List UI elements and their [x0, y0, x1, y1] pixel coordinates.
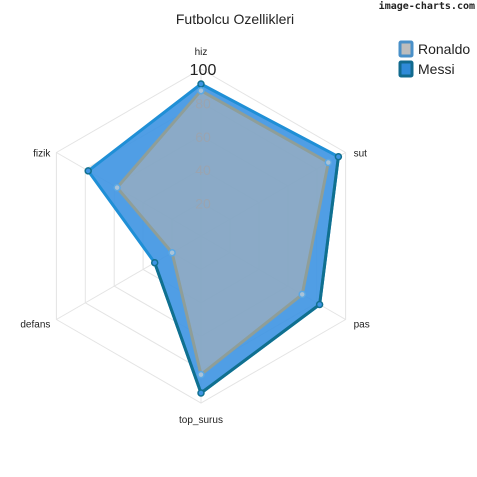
point-ronaldo-sut — [324, 158, 333, 167]
tick-label-20: 20 — [195, 196, 211, 212]
axis-label-pas: pas — [354, 320, 370, 331]
radar-series-layer — [84, 80, 343, 397]
tick-label-60: 60 — [195, 129, 211, 145]
point-ronaldo-pas — [298, 290, 306, 299]
point-messi-hiz — [197, 80, 205, 88]
axis-label-fizik: fizik — [33, 149, 51, 160]
legend-label-ronaldo: Ronaldo — [418, 41, 470, 57]
tick-label-100: 100 — [190, 62, 217, 79]
axis-label-top_surus: top_surus — [179, 415, 223, 426]
point-messi-fizik — [84, 167, 92, 175]
legend-swatch-messi — [398, 60, 414, 78]
radial-tick-labels: 20 40 60 80 100 — [190, 62, 217, 212]
series-outline-messi — [153, 156, 340, 395]
point-messi-top_surus — [197, 389, 205, 397]
point-ronaldo-defans — [168, 248, 176, 257]
tick-label-80: 80 — [195, 95, 211, 111]
point-ronaldo-hiz — [197, 86, 205, 95]
axis-label-hiz: hiz — [195, 47, 208, 58]
legend-label-messi: Messi — [418, 61, 455, 77]
axis-labels: hiz sut pas top_surus defans fizik — [20, 47, 369, 426]
chart-title: Futbolcu Ozellikleri — [176, 11, 294, 27]
point-messi-defans — [150, 258, 159, 267]
axis-label-defans: defans — [20, 320, 50, 331]
legend: Ronaldo Messi — [398, 40, 470, 78]
axis-label-sut: sut — [354, 149, 368, 160]
point-ronaldo-fizik — [113, 183, 121, 192]
point-ronaldo-top_surus — [197, 370, 205, 379]
point-messi-pas — [315, 300, 324, 309]
watermark-text: image-charts.com — [379, 0, 475, 12]
point-messi-sut — [334, 152, 343, 161]
legend-swatch-ronaldo — [398, 40, 414, 58]
tick-label-40: 40 — [195, 162, 211, 178]
